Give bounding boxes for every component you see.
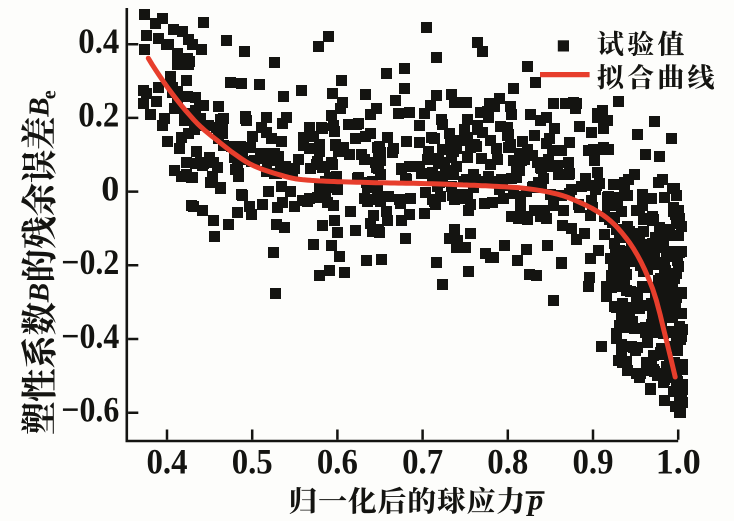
svg-text:0.5: 0.5	[232, 442, 273, 482]
svg-text:0.8: 0.8	[487, 442, 528, 482]
svg-text:0.4: 0.4	[147, 442, 188, 482]
svg-text:0.9: 0.9	[573, 442, 614, 482]
svg-text:e: e	[39, 90, 61, 99]
svg-text:1.0: 1.0	[656, 442, 701, 482]
svg-text:p: p	[525, 483, 543, 516]
svg-text:−0.6: −0.6	[61, 390, 119, 430]
svg-text:0.7: 0.7	[402, 442, 443, 482]
svg-text:0.4: 0.4	[78, 21, 119, 61]
svg-text:0: 0	[101, 168, 119, 208]
svg-text:B: B	[23, 97, 55, 117]
svg-text:B: B	[23, 283, 55, 303]
svg-text:0.6: 0.6	[317, 442, 358, 482]
svg-text:−0.4: −0.4	[61, 316, 119, 356]
svg-text:−0.2: −0.2	[61, 242, 119, 282]
svg-text:0.2: 0.2	[78, 95, 119, 135]
